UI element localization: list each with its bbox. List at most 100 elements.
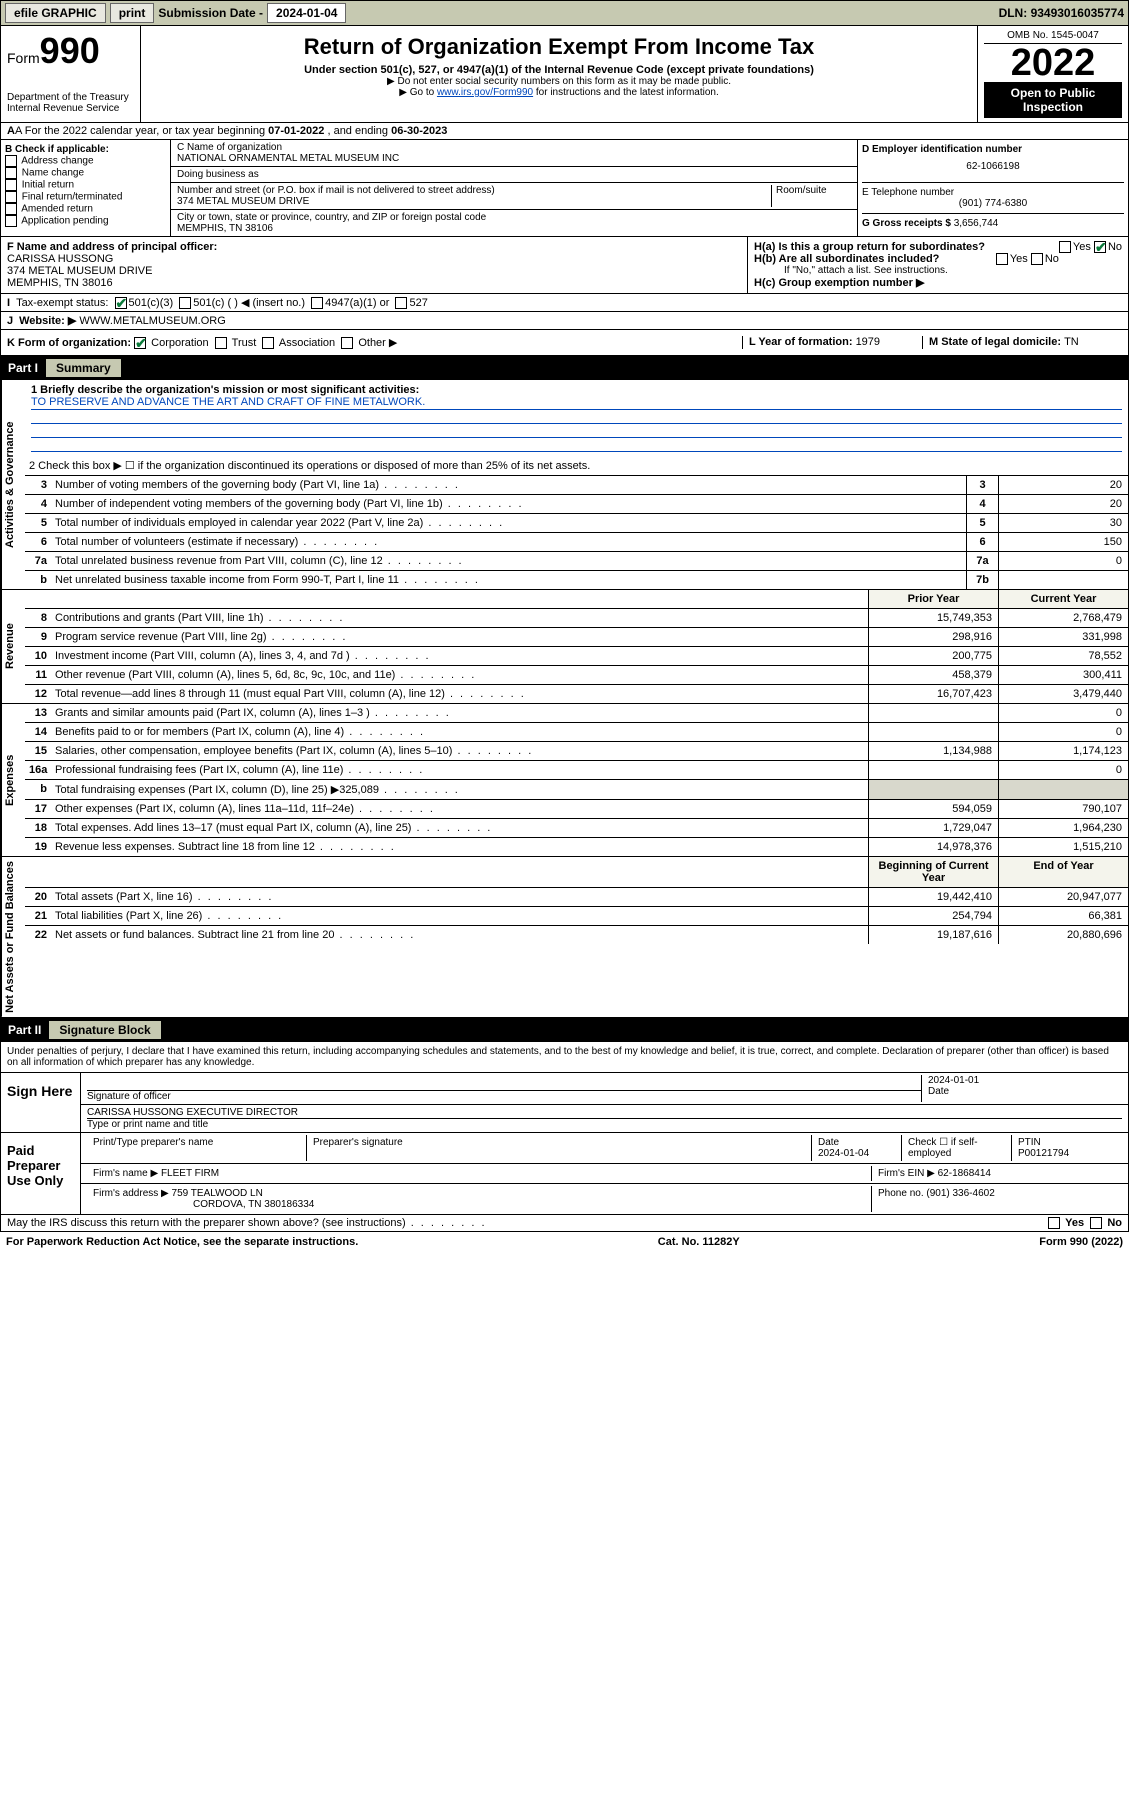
checkbox-initial-return[interactable] (5, 179, 17, 191)
note-ssn: ▶ Do not enter social security numbers o… (147, 76, 971, 87)
table-row: 14Benefits paid to or for members (Part … (25, 723, 1128, 742)
state-domicile: TN (1064, 336, 1079, 348)
part2-header: Part IISignature Block (0, 1018, 1129, 1042)
firm-name: FLEET FIRM (161, 1168, 219, 1179)
checkbox-ha-no[interactable] (1094, 241, 1106, 253)
table-row: 10Investment income (Part VIII, column (… (25, 647, 1128, 666)
section-bcd: B Check if applicable: Address change Na… (0, 140, 1129, 237)
year-formation: 1979 (856, 336, 880, 348)
table-row: 12Total revenue—add lines 8 through 11 (… (25, 685, 1128, 703)
checkbox-discuss-no[interactable] (1090, 1217, 1102, 1229)
table-row: 22Net assets or fund balances. Subtract … (25, 926, 1128, 944)
table-row: 7aTotal unrelated business revenue from … (25, 552, 1128, 571)
efile-button[interactable]: efile GRAPHIC (5, 3, 106, 23)
checkbox-association[interactable] (262, 337, 274, 349)
checkbox-501c[interactable] (179, 297, 191, 309)
sign-date: 2024-01-01 (928, 1075, 979, 1086)
table-row: 13Grants and similar amounts paid (Part … (25, 704, 1128, 723)
vtab-governance: Activities & Governance (1, 380, 25, 589)
section-fh: F Name and address of principal officer:… (0, 237, 1129, 294)
officer-signature-name: CARISSA HUSSONG EXECUTIVE DIRECTOR (87, 1107, 1122, 1119)
form-header: Form990 Department of the Treasury Inter… (0, 26, 1129, 123)
form-subtitle: Under section 501(c), 527, or 4947(a)(1)… (147, 64, 971, 76)
table-row: 18Total expenses. Add lines 13–17 (must … (25, 819, 1128, 838)
col-d: D Employer identification number 62-1066… (858, 140, 1128, 236)
irs-label: Internal Revenue Service (7, 103, 134, 114)
gross-receipts: 3,656,744 (954, 218, 999, 229)
summary-expenses: Expenses 13Grants and similar amounts pa… (0, 704, 1129, 857)
ein-value: 62-1066198 (862, 155, 1124, 178)
table-row: bTotal fundraising expenses (Part IX, co… (25, 780, 1128, 800)
row-k: K Form of organization: Corporation Trus… (0, 330, 1129, 356)
checkbox-501c3[interactable] (115, 297, 127, 309)
dept-treasury: Department of the Treasury (7, 92, 134, 103)
table-row: 16aProfessional fundraising fees (Part I… (25, 761, 1128, 780)
form-label: Form (7, 50, 40, 66)
col-b: B Check if applicable: Address change Na… (1, 140, 171, 236)
col-c: C Name of organizationNATIONAL ORNAMENTA… (171, 140, 858, 236)
table-row: 4Number of independent voting members of… (25, 495, 1128, 514)
table-row: bNet unrelated business taxable income f… (25, 571, 1128, 589)
vtab-net-assets: Net Assets or Fund Balances (1, 857, 25, 1017)
checkbox-final-return[interactable] (5, 191, 17, 203)
tax-year: 2022 (984, 44, 1122, 82)
org-city: MEMPHIS, TN 38106 (177, 223, 273, 234)
table-row: 20Total assets (Part X, line 16)19,442,4… (25, 888, 1128, 907)
irs-link[interactable]: www.irs.gov/Form990 (437, 87, 533, 98)
sign-here-block: Sign Here Signature of officer2024-01-01… (0, 1073, 1129, 1133)
org-name: NATIONAL ORNAMENTAL METAL MUSEUM INC (177, 153, 399, 164)
org-street: 374 METAL MUSEUM DRIVE (177, 196, 309, 207)
paid-preparer-block: Paid Preparer Use Only Print/Type prepar… (0, 1133, 1129, 1215)
mission-text: TO PRESERVE AND ADVANCE THE ART AND CRAF… (31, 396, 1122, 410)
phone-value: (901) 774-6380 (862, 198, 1124, 209)
table-row: 11Other revenue (Part VIII, column (A), … (25, 666, 1128, 685)
table-row: 17Other expenses (Part IX, column (A), l… (25, 800, 1128, 819)
table-row: 6Total number of volunteers (estimate if… (25, 533, 1128, 552)
checkbox-address-change[interactable] (5, 155, 17, 167)
checkbox-527[interactable] (395, 297, 407, 309)
table-row: 9Program service revenue (Part VIII, lin… (25, 628, 1128, 647)
page-footer: For Paperwork Reduction Act Notice, see … (0, 1232, 1129, 1252)
discuss-row: May the IRS discuss this return with the… (0, 1215, 1129, 1232)
checkbox-trust[interactable] (215, 337, 227, 349)
top-bar: efile GRAPHIC print Submission Date - 20… (0, 0, 1129, 26)
table-row: 3Number of voting members of the governi… (25, 476, 1128, 495)
form-title: Return of Organization Exempt From Incom… (147, 34, 971, 60)
checkbox-name-change[interactable] (5, 167, 17, 179)
officer-name: CARISSA HUSSONG (7, 253, 113, 265)
form-number: 990 (40, 30, 100, 71)
note-link: ▶ Go to www.irs.gov/Form990 for instruct… (147, 87, 971, 98)
checkbox-hb-no[interactable] (1031, 253, 1043, 265)
website-value: WWW.METALMUSEUM.ORG (79, 315, 225, 327)
line-a: AA For the 2022 calendar year, or tax ye… (0, 123, 1129, 140)
print-button[interactable]: print (110, 3, 155, 23)
firm-address: 759 TEALWOOD LN (172, 1188, 263, 1199)
ptin: P00121794 (1018, 1148, 1069, 1159)
vtab-expenses: Expenses (1, 704, 25, 856)
row-j: JWebsite: ▶ WWW.METALMUSEUM.ORG (0, 312, 1129, 330)
part1-header: Part ISummary (0, 356, 1129, 380)
summary-revenue: Revenue Prior YearCurrent Year 8Contribu… (0, 590, 1129, 704)
table-row: 5Total number of individuals employed in… (25, 514, 1128, 533)
summary-net-assets: Net Assets or Fund Balances Beginning of… (0, 857, 1129, 1018)
prep-date: 2024-01-04 (818, 1148, 869, 1159)
checkbox-corporation[interactable] (134, 337, 146, 349)
row-i: ITax-exempt status: 501(c)(3) 501(c) ( )… (0, 294, 1129, 312)
signature-declaration: Under penalties of perjury, I declare th… (0, 1042, 1129, 1073)
inspection-badge: Open to Public Inspection (984, 82, 1122, 118)
checkbox-4947[interactable] (311, 297, 323, 309)
firm-ein: 62-1868414 (938, 1168, 991, 1179)
checkbox-amended[interactable] (5, 203, 17, 215)
submission-date: 2024-01-04 (267, 3, 346, 23)
submission-label: Submission Date - (158, 6, 263, 20)
checkbox-discuss-yes[interactable] (1048, 1217, 1060, 1229)
checkbox-other[interactable] (341, 337, 353, 349)
vtab-revenue: Revenue (1, 590, 25, 703)
dln: DLN: 93493016035774 (999, 6, 1124, 20)
table-row: 15Salaries, other compensation, employee… (25, 742, 1128, 761)
checkbox-hb-yes[interactable] (996, 253, 1008, 265)
checkbox-application-pending[interactable] (5, 215, 17, 227)
table-row: 21Total liabilities (Part X, line 26)254… (25, 907, 1128, 926)
checkbox-ha-yes[interactable] (1059, 241, 1071, 253)
table-row: 19Revenue less expenses. Subtract line 1… (25, 838, 1128, 856)
